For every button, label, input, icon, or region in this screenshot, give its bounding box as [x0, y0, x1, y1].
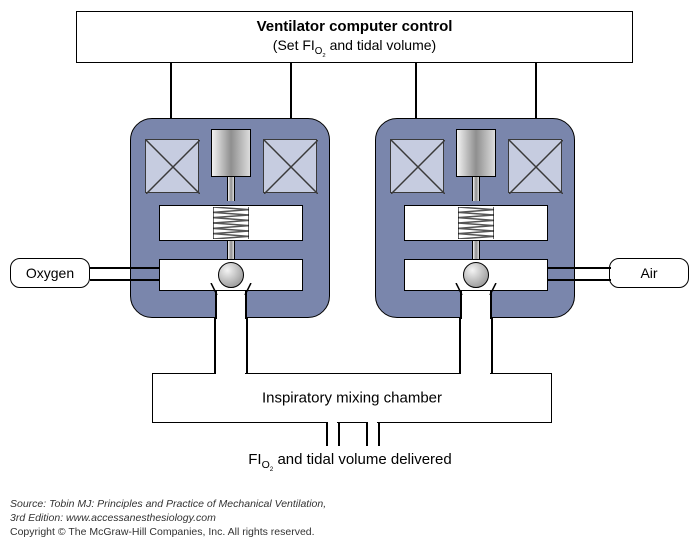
figure-source-citation: Source: Tobin MJ: Principles and Practic…: [10, 497, 326, 540]
valve-stem: [227, 177, 235, 201]
delivered-output-label: FIO2 and tidal volume delivered: [200, 451, 500, 473]
ball-valve-icon: [463, 262, 489, 288]
copyright-line: Copyright © The McGraw-Hill Companies, I…: [10, 525, 326, 539]
source-line-2: 3rd Edition: www.accessanesthesiology.co…: [10, 511, 326, 525]
solenoid-box: [508, 139, 562, 193]
solenoid-box: [390, 139, 444, 193]
mixing-chamber-label: Inspiratory mixing chamber: [153, 390, 551, 407]
actuator-cylinder: [456, 129, 496, 177]
ventilator-control-box: Ventilator computer control (Set FIO2 an…: [76, 11, 633, 63]
valve-stem: [472, 241, 480, 259]
oxygen-valve-module: [130, 118, 330, 318]
air-valve-module: [375, 118, 575, 318]
oxygen-inlet-label: Oxygen: [10, 258, 90, 288]
spring-icon: [213, 207, 249, 239]
control-subtitle: (Set FIO2 and tidal volume): [81, 37, 628, 59]
ball-valve-icon: [218, 262, 244, 288]
actuator-cylinder: [211, 129, 251, 177]
control-title: Ventilator computer control: [81, 18, 628, 35]
inspiratory-mixing-chamber: Inspiratory mixing chamber: [152, 373, 552, 423]
solenoid-box: [263, 139, 317, 193]
air-inlet-label: Air: [609, 258, 689, 288]
valve-stem: [472, 177, 480, 201]
valve-stem: [227, 241, 235, 259]
source-line-1: Source: Tobin MJ: Principles and Practic…: [10, 497, 326, 511]
spring-icon: [458, 207, 494, 239]
solenoid-box: [145, 139, 199, 193]
